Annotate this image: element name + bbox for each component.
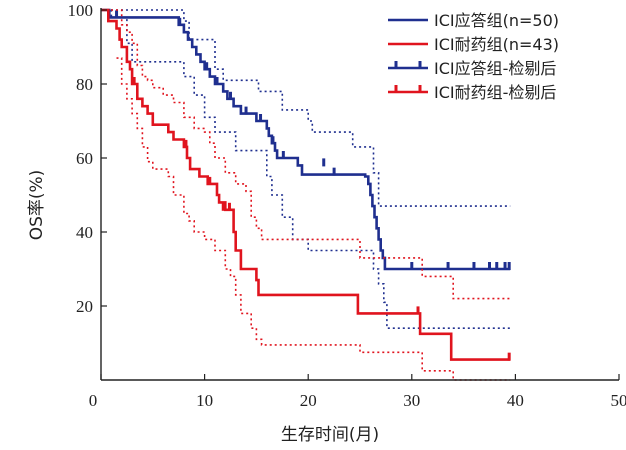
- y-tick-label: 100: [68, 1, 94, 20]
- legend-label: ICI耐药组-检剔后: [434, 83, 556, 102]
- survival-curve: [101, 8, 511, 361]
- plot-area: [101, 8, 511, 381]
- x-tick-label: 40: [507, 391, 524, 410]
- ci-lower-line: [116, 57, 511, 381]
- x-tick-label: 10: [196, 391, 213, 410]
- legend-item: ICI耐药组(n=43): [388, 35, 559, 54]
- x-tick-label: 50: [611, 391, 626, 410]
- legend-label: ICI应答组-检剔后: [434, 59, 556, 78]
- legend-label: ICI耐药组(n=43): [434, 35, 559, 54]
- y-tick-label: 20: [76, 297, 93, 316]
- ci-upper-line: [101, 9, 511, 207]
- legend-item: ICI耐药组-检剔后: [388, 83, 556, 102]
- y-tick-label: 80: [76, 75, 93, 94]
- survival-curve: [101, 8, 511, 271]
- y-axis-label: OS率(%): [27, 170, 47, 241]
- x-tick-label: 0: [89, 391, 98, 410]
- ci-lower-line: [101, 9, 511, 329]
- series-responder: [101, 8, 511, 329]
- y-tick-label: 40: [76, 223, 93, 242]
- ci-upper-line: [101, 9, 511, 300]
- legend-item: ICI应答组(n=50): [388, 11, 559, 30]
- x-tick-label: 20: [300, 391, 317, 410]
- y-tick-label: 60: [76, 149, 93, 168]
- legend: ICI应答组(n=50) ICI耐药组(n=43) ICI应答组-检剔后 ICI耐药组…: [388, 11, 559, 102]
- x-tick-label: 30: [403, 391, 420, 410]
- x-axis-label: 生存时间(月): [281, 425, 379, 445]
- series-resistant: [101, 8, 511, 381]
- legend-label: ICI应答组(n=50): [434, 11, 559, 30]
- legend-item: ICI应答组-检剔后: [388, 59, 556, 78]
- axes: 0 10 20 30 40 50 20 40 60 80 100 生存时间(月) OS率(%): [27, 1, 626, 445]
